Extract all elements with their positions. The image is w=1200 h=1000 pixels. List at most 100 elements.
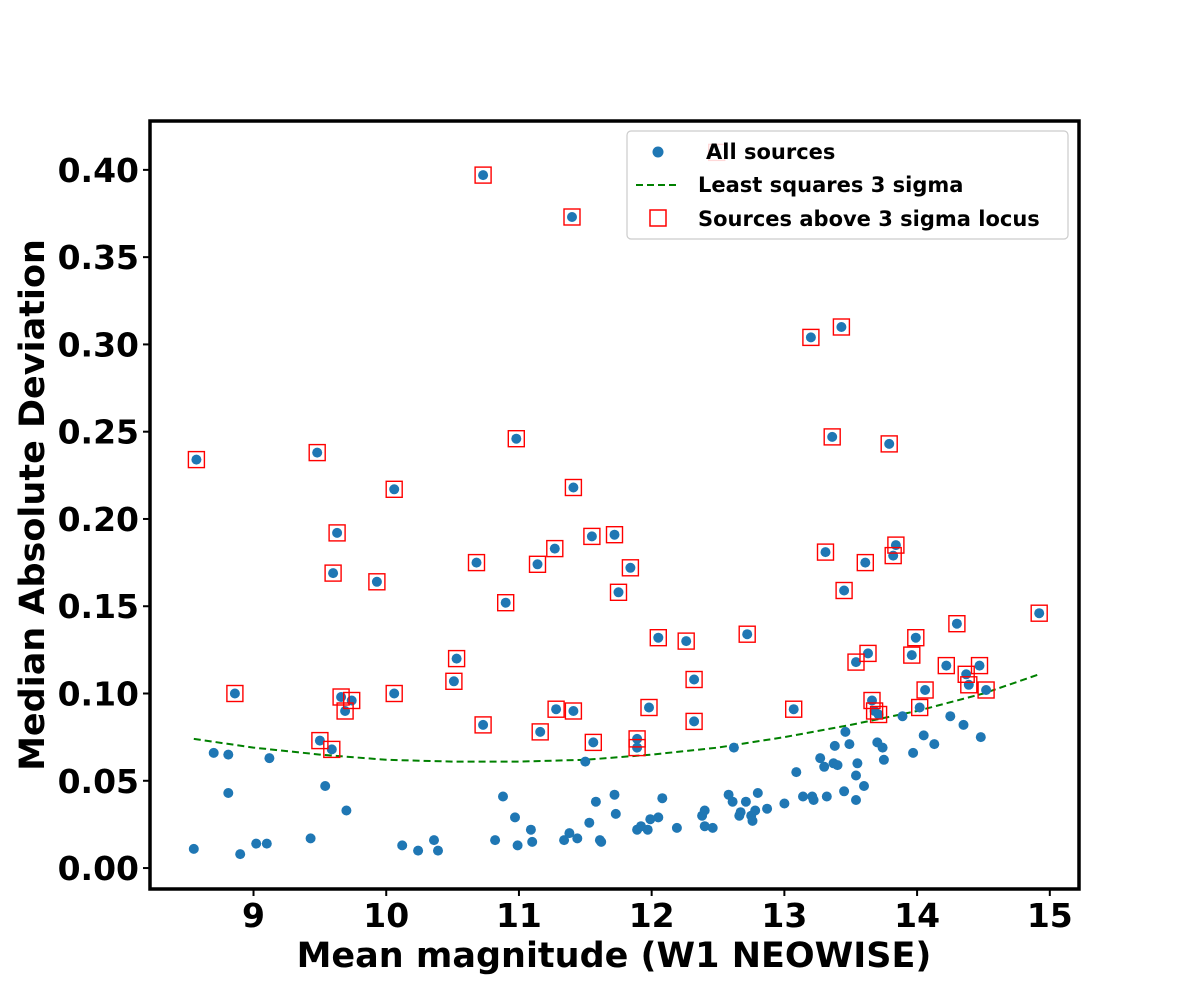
data-point bbox=[815, 753, 826, 764]
highlight-square bbox=[802, 328, 820, 347]
data-point bbox=[229, 688, 240, 699]
data-point bbox=[727, 796, 738, 807]
data-point bbox=[251, 838, 262, 849]
y-tick-label: 0.35 bbox=[58, 238, 139, 277]
data-point bbox=[586, 531, 597, 542]
data-point bbox=[610, 808, 621, 819]
data-point bbox=[429, 835, 439, 846]
data-point bbox=[958, 719, 969, 730]
highlight-square bbox=[528, 555, 547, 573]
data-point bbox=[762, 803, 773, 814]
data-point bbox=[596, 836, 607, 847]
highlight-square bbox=[308, 443, 326, 462]
data-point bbox=[490, 835, 501, 846]
data-point bbox=[681, 636, 692, 647]
data-point bbox=[478, 170, 489, 181]
data-point bbox=[836, 322, 847, 332]
data-point bbox=[341, 805, 352, 816]
data-point bbox=[951, 618, 962, 629]
highlight-square bbox=[621, 559, 640, 577]
data-point bbox=[549, 543, 560, 554]
highlight-square bbox=[343, 691, 361, 710]
highlight-square bbox=[880, 435, 898, 453]
data-point bbox=[747, 815, 758, 826]
data-point bbox=[788, 704, 799, 715]
x-tick-label: 14 bbox=[894, 896, 940, 935]
data-point bbox=[261, 838, 272, 849]
data-point bbox=[699, 805, 710, 816]
highlight-square bbox=[859, 644, 877, 663]
highlight-square bbox=[467, 553, 486, 572]
data-point bbox=[752, 788, 763, 798]
data-point bbox=[223, 788, 234, 798]
data-point bbox=[699, 821, 710, 832]
data-point bbox=[371, 576, 382, 587]
data-point bbox=[975, 732, 986, 743]
data-point bbox=[653, 812, 664, 823]
highlight-square bbox=[960, 676, 978, 694]
highlight-square bbox=[336, 702, 354, 720]
data-point bbox=[305, 833, 316, 844]
highlight-square bbox=[884, 546, 902, 565]
data-point bbox=[332, 527, 343, 538]
data-point bbox=[877, 742, 888, 753]
data-point bbox=[742, 629, 753, 640]
highlight-square bbox=[474, 166, 492, 184]
data-point bbox=[839, 585, 850, 596]
data-point bbox=[413, 845, 424, 856]
data-point bbox=[471, 557, 482, 568]
data-point bbox=[671, 822, 682, 833]
data-point bbox=[500, 597, 511, 608]
points-group bbox=[188, 170, 1045, 860]
data-point bbox=[981, 685, 992, 695]
y-tick-label: 0.05 bbox=[58, 762, 139, 801]
data-point bbox=[920, 685, 931, 695]
data-point bbox=[929, 739, 940, 750]
data-point bbox=[820, 547, 831, 558]
data-point bbox=[525, 824, 536, 835]
highlight-square bbox=[677, 632, 695, 650]
highlight-square bbox=[823, 428, 841, 446]
data-point bbox=[512, 840, 523, 851]
highlight-square bbox=[187, 450, 206, 469]
highlight-square bbox=[685, 712, 703, 731]
data-point bbox=[340, 706, 351, 716]
y-axis-label: Median Absolute Deviation bbox=[13, 239, 53, 771]
highlight-square bbox=[605, 526, 624, 544]
data-point bbox=[397, 840, 408, 851]
data-point bbox=[312, 447, 323, 458]
data-point bbox=[735, 807, 746, 818]
data-point bbox=[897, 711, 908, 722]
data-point bbox=[832, 760, 843, 771]
highlight-square bbox=[948, 615, 966, 633]
data-point bbox=[791, 767, 802, 778]
data-point bbox=[852, 758, 863, 769]
y-tick-label: 0.40 bbox=[58, 151, 139, 190]
data-point bbox=[884, 438, 895, 449]
data-point bbox=[642, 824, 653, 835]
data-point bbox=[510, 812, 520, 823]
data-point bbox=[867, 695, 877, 706]
data-point bbox=[851, 795, 861, 805]
data-point bbox=[572, 833, 583, 844]
data-point bbox=[914, 702, 925, 713]
data-point bbox=[551, 704, 562, 715]
data-point bbox=[609, 789, 620, 800]
highlight-square bbox=[324, 564, 342, 582]
data-point bbox=[568, 482, 579, 493]
data-point bbox=[963, 679, 974, 690]
y-tick-label: 0.10 bbox=[58, 675, 139, 714]
data-point bbox=[223, 749, 234, 760]
data-point bbox=[851, 770, 861, 781]
x-axis-label: Mean magnitude (W1 NEOWISE) bbox=[297, 936, 932, 976]
highlight-square bbox=[916, 681, 934, 699]
plot-frame bbox=[148, 119, 1081, 891]
y-tick-label: 0.30 bbox=[58, 325, 139, 364]
axis-ticks: 9 10 11 12 13 14 15 0.00 0.05 0.10 0.15 0.20 0.25 0.3… bbox=[58, 151, 1073, 935]
data-point bbox=[498, 791, 508, 802]
highlight-group bbox=[187, 143, 1048, 759]
highlight-square bbox=[738, 625, 756, 643]
data-point bbox=[740, 796, 751, 807]
data-point bbox=[860, 557, 871, 568]
data-point bbox=[625, 562, 636, 573]
